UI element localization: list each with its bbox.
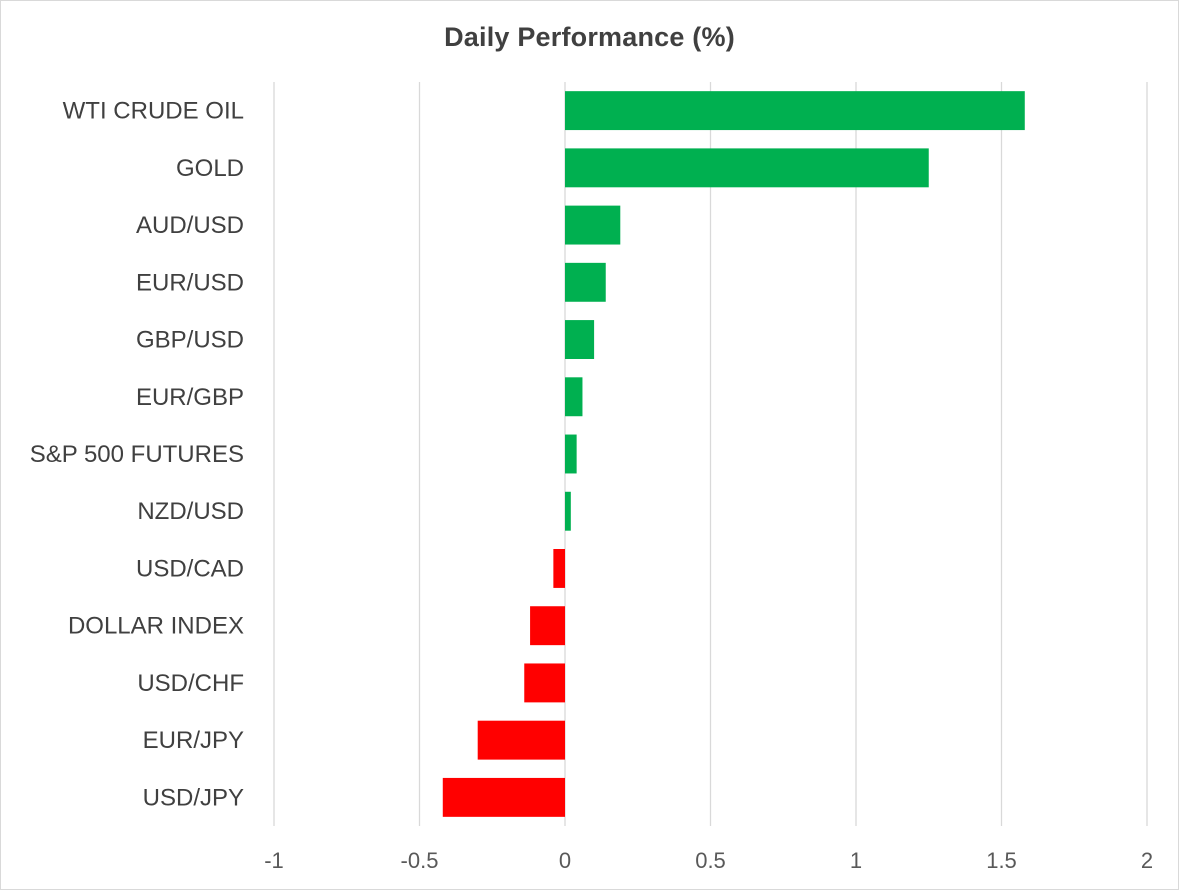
bar: [565, 91, 1025, 131]
x-tick-label: 0.5: [695, 848, 726, 873]
x-tick-label: 2: [1141, 848, 1153, 873]
x-tick-label: -1: [264, 848, 284, 873]
bar: [442, 777, 565, 817]
x-tick-label: -0.5: [401, 848, 439, 873]
chart-title: Daily Performance (%): [444, 22, 735, 52]
category-label: USD/CAD: [136, 555, 244, 582]
category-labels: WTI CRUDE OIL GOLD AUD/USD EUR/USD GBP/USD EU…: [30, 98, 244, 812]
bar: [565, 434, 577, 474]
category-label: DOLLAR INDEX: [68, 613, 244, 640]
bar: [565, 148, 929, 188]
bar: [530, 606, 565, 646]
x-tick-label: 0: [559, 848, 571, 873]
category-label: EUR/JPY: [143, 727, 244, 754]
category-label: GBP/USD: [136, 327, 244, 354]
x-tick-label: 1: [850, 848, 862, 873]
category-label: EUR/USD: [136, 269, 244, 296]
bar: [477, 720, 565, 760]
gridlines: [273, 82, 1148, 826]
category-label: EUR/GBP: [136, 384, 244, 411]
bar: [565, 491, 571, 531]
bar: [553, 549, 565, 588]
bar: [565, 320, 595, 359]
bar: [565, 205, 621, 245]
bar: [524, 663, 565, 703]
bars: [442, 91, 1025, 817]
category-label: S&P 500 FUTURES: [30, 441, 244, 468]
category-label: AUD/USD: [136, 212, 244, 239]
category-label: WTI CRUDE OIL: [63, 98, 244, 125]
x-tick-label: 1.5: [986, 848, 1017, 873]
category-label: USD/JPY: [143, 784, 244, 811]
category-label: GOLD: [176, 155, 244, 182]
category-label: USD/CHF: [137, 670, 244, 697]
bar: [565, 262, 606, 302]
bar: [565, 377, 583, 417]
x-tick-labels: -1 -0.5 0 0.5 1 1.5 2: [264, 848, 1153, 873]
category-label: NZD/USD: [137, 498, 244, 525]
